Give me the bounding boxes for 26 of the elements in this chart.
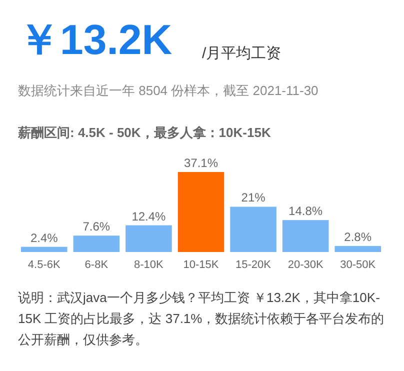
x-tick-label: 4.5-6K xyxy=(28,259,62,271)
data-label: 2.8% xyxy=(344,230,372,244)
x-tick-label: 10-15K xyxy=(183,259,220,271)
bar xyxy=(21,246,68,252)
text: 数据统计来自近一年 8504 份样本，截至 2021-11-30 xyxy=(18,82,318,100)
data-label: 12.4% xyxy=(132,209,166,224)
bar xyxy=(178,172,224,252)
text: 薪酬区间: 4.5K - 50K，最多人拿：10K-15K xyxy=(18,124,271,142)
chart-title: ￥13.2K xyxy=(18,15,172,65)
x-tick-label: 20-30K xyxy=(288,259,324,271)
data-label: 7.6% xyxy=(82,220,110,234)
data-label: 14.8% xyxy=(288,204,323,218)
bar xyxy=(282,220,329,252)
text: 说明：武汉java一个月多少钱？平均工资 ￥13.2K，其中拿10K-15K 工资的占比最多，达 37.1%，数据统计依赖于各平台发布的公开薪酬，仅供参考。 xyxy=(18,289,386,349)
bar xyxy=(334,246,381,252)
x-tick-label: 15-20K xyxy=(236,259,272,271)
x-tick-label: 8-10K xyxy=(134,259,164,271)
bar xyxy=(126,225,172,252)
bar xyxy=(230,206,276,252)
x-tick-label: 6-8K xyxy=(84,259,109,271)
data-label: 37.1% xyxy=(184,156,218,170)
chart-subtitle: /月平均工资 xyxy=(202,44,282,63)
bar xyxy=(73,236,120,252)
data-label: 21% xyxy=(241,190,266,205)
data-label: 2.4% xyxy=(30,230,58,245)
x-tick-label: 30-50K xyxy=(340,259,376,271)
